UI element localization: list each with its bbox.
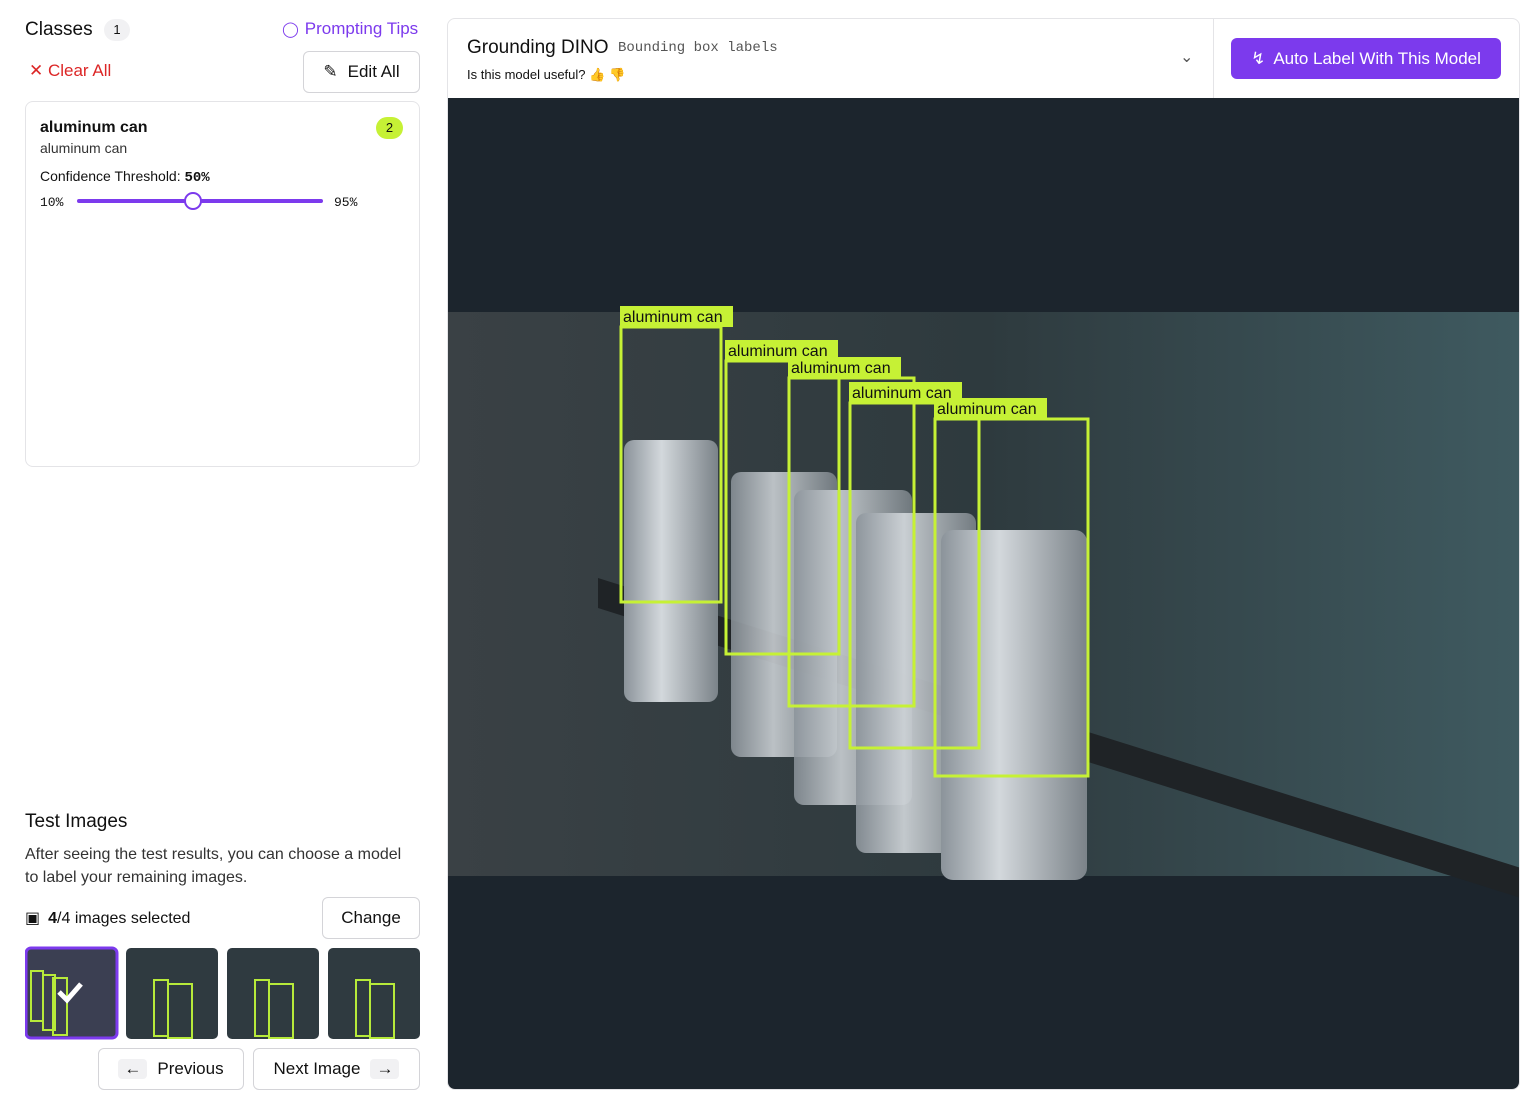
thumbnail[interactable]	[328, 948, 420, 1039]
clear-all[interactable]: ✕ Clear All	[29, 61, 112, 80]
detection-label: aluminum can	[623, 309, 723, 326]
thumbnail[interactable]	[227, 948, 319, 1039]
threshold-label: Confidence Threshold:	[40, 168, 181, 184]
detection-label-bg	[849, 382, 962, 403]
detection-label-bg	[620, 306, 733, 327]
detection-label: aluminum can	[937, 401, 1037, 418]
classes-title: Classes	[25, 19, 93, 40]
slider-min: 10%	[40, 195, 64, 210]
auto-label-text: Auto Label With This Model	[1273, 48, 1481, 68]
detection-label: aluminum can	[852, 385, 952, 402]
selected-suffix: /4 images selected	[57, 910, 191, 927]
class-card: aluminum can aluminum can 2 Confidence T…	[25, 101, 420, 467]
slider-max: 95%	[334, 195, 358, 210]
previous-button[interactable]: ← Previous	[98, 1048, 244, 1090]
model-name: Grounding DINO	[467, 37, 609, 58]
thumbnail[interactable]	[25, 946, 119, 1040]
change-button[interactable]: Change	[322, 897, 420, 939]
feedback-question: Is this model useful?	[467, 67, 586, 82]
edit-all-button[interactable]: ✎ Edit All	[303, 51, 420, 93]
selected-count: ▣ 4/4 images selected	[25, 910, 191, 927]
threshold-row: Confidence Threshold: 50%	[40, 168, 210, 186]
class-prompt: aluminum can	[40, 140, 128, 156]
thumbs-up[interactable]: 👍	[589, 67, 606, 82]
test-images-title: Test Images	[25, 811, 128, 832]
detection-label: aluminum can	[728, 343, 828, 360]
edit-all-text: Edit All	[347, 62, 400, 81]
slider-thumb[interactable]	[183, 192, 202, 210]
class-name: aluminum can	[40, 119, 148, 136]
detection-label-bg	[788, 357, 901, 378]
thumbnail[interactable]	[126, 948, 218, 1039]
model-panel: Grounding DINO Bounding box labels Is th…	[447, 18, 1520, 1090]
prompting-tips-text: Prompting Tips	[304, 19, 419, 38]
next-text: Next Image	[273, 1059, 361, 1078]
clear-all-text: Clear All	[47, 61, 112, 80]
next-button[interactable]: Next Image →	[253, 1048, 420, 1090]
model-output: Bounding box labels	[618, 40, 778, 56]
test-images-description: After seeing the test results, you can c…	[25, 846, 402, 886]
selected-number: 4	[48, 910, 58, 927]
detection-label-bg	[934, 398, 1047, 419]
detection-label: aluminum can	[791, 360, 891, 377]
class-count: 2	[376, 117, 403, 139]
prompting-tips[interactable]: ◯ Prompting Tips	[282, 19, 419, 38]
auto-label-button[interactable]: ↯ Auto Label With This Model	[1231, 38, 1501, 79]
change-text: Change	[341, 908, 401, 927]
classes-count: 1	[104, 19, 130, 41]
detection-label-bg	[725, 340, 838, 361]
thumbs-down[interactable]: 👎	[608, 67, 626, 82]
thumbnails	[25, 946, 420, 1040]
model-dropdown[interactable]: ⌄	[1180, 49, 1194, 66]
threshold-value: 50%	[184, 170, 210, 186]
previous-text: Previous	[157, 1059, 224, 1078]
feedback: Is this model useful? 👍 👎	[467, 67, 625, 83]
